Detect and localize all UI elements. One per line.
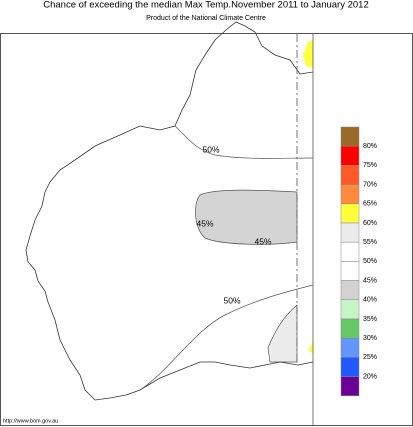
legend-swatch <box>340 376 360 397</box>
legend-swatch <box>340 222 360 243</box>
coastline <box>25 21 314 401</box>
legend-label: 35% <box>363 316 377 323</box>
shaded-area <box>195 189 298 245</box>
contour-labels: 50% 45% 45% 50% <box>196 144 271 305</box>
legend-swatch <box>340 261 360 281</box>
legend-label: 40% <box>363 297 377 304</box>
legend-swatch <box>340 318 360 339</box>
legend-swatch <box>340 241 360 262</box>
legend-swatch <box>340 357 360 377</box>
shaded-area <box>267 304 298 363</box>
legend-swatch <box>340 184 360 205</box>
legend-swatch <box>340 165 360 185</box>
shaded-area <box>308 342 313 354</box>
legend-swatch <box>340 299 360 320</box>
legend-swatch <box>340 203 360 224</box>
subtitle: Product of the National Climate Centre <box>146 15 266 22</box>
legend-label: 65% <box>363 201 377 208</box>
legend-label: 80% <box>363 143 377 150</box>
map <box>25 21 314 425</box>
legend-label: 70% <box>363 181 377 188</box>
legend-label: 20% <box>363 373 377 380</box>
legend-label: 45% <box>363 277 377 284</box>
contour-label: 45% <box>254 236 271 246</box>
contour-label: 50% <box>223 295 240 305</box>
legend-label: 25% <box>363 354 377 361</box>
legend-label: 55% <box>363 239 377 246</box>
contour-line <box>139 284 314 391</box>
legend-label: 75% <box>363 162 377 169</box>
contour-label: 50% <box>202 144 219 154</box>
legend-label: 30% <box>363 335 377 342</box>
legend-swatch <box>340 337 360 358</box>
legend: 80% 75% 70% 65% 60% 55% 50% 45% 40% 35% 30% 25% 20% <box>340 126 377 397</box>
legend-swatch <box>340 145 360 166</box>
legend-swatch <box>340 126 360 147</box>
legend-label: 60% <box>363 220 377 227</box>
contour-label: 45% <box>196 218 213 228</box>
legend-label: 50% <box>363 258 377 265</box>
shaded-area <box>303 40 313 68</box>
source-url: http://www.bom.gov.au <box>3 418 58 424</box>
contour-line <box>174 125 314 159</box>
title: Chance of exceeding the median Max Temp.… <box>43 0 369 11</box>
legend-swatch <box>340 280 360 301</box>
